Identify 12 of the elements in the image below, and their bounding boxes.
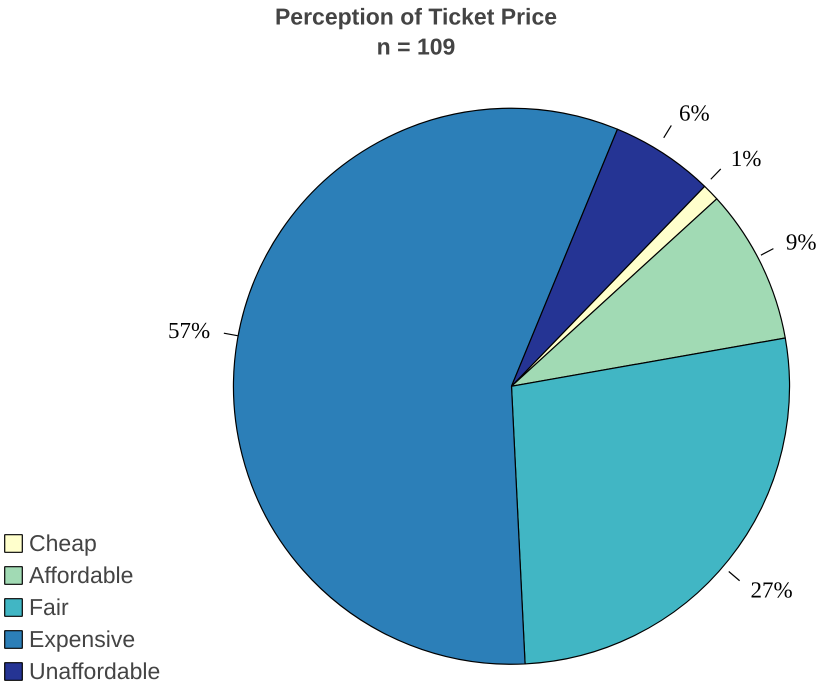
chart-subtitle: n = 109 [376,34,456,60]
data-label: 57% [168,318,210,344]
chart-title: Perception of Ticket Price [274,4,558,30]
legend-label: Cheap [29,528,97,558]
data-label: 9% [786,230,817,255]
data-label: 27% [750,578,793,603]
legend-label: Fair [29,592,69,622]
data-label: 6% [678,100,710,126]
legend-label: Expensive [29,624,136,654]
data-label: 1% [730,146,762,172]
legend-label: Unaffordable [29,656,160,686]
legend-label: Affordable [29,560,134,590]
